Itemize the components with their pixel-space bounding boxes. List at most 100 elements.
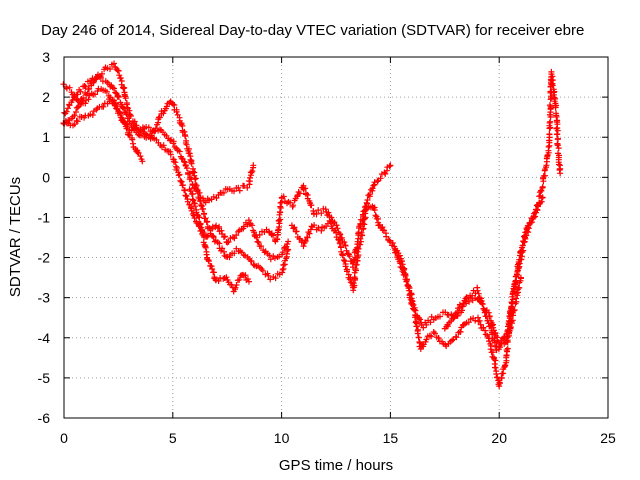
data-point-marker <box>328 214 335 221</box>
data-point-marker <box>63 108 70 115</box>
data-point-marker <box>333 222 340 229</box>
data-point-marker <box>275 217 282 224</box>
data-point-marker <box>308 202 315 209</box>
data-point-marker <box>302 238 309 245</box>
data-point-marker <box>352 275 359 282</box>
data-point-marker <box>122 95 129 102</box>
data-point-marker <box>100 103 107 110</box>
data-point-marker <box>413 323 420 330</box>
data-point-marker <box>188 160 195 167</box>
data-point-marker <box>115 94 122 100</box>
data-point-marker <box>221 233 228 240</box>
data-point-marker <box>290 202 297 209</box>
data-point-marker <box>63 85 70 92</box>
data-point-marker <box>362 207 369 213</box>
data-point-marker <box>249 222 256 229</box>
data-point-marker <box>497 344 503 351</box>
data-point-marker <box>417 316 423 323</box>
data-point-marker <box>504 345 511 352</box>
data-point-marker <box>371 207 378 213</box>
data-point-marker <box>119 104 126 111</box>
data-point-marker <box>414 330 421 337</box>
data-point-marker <box>383 233 390 240</box>
data-point-marker <box>112 89 119 96</box>
data-point-marker <box>74 96 81 103</box>
data-point-marker <box>553 131 560 138</box>
data-point-marker <box>325 209 332 216</box>
data-point-marker <box>189 196 196 203</box>
grid <box>64 57 608 418</box>
data-point-marker <box>344 266 351 273</box>
data-point-marker <box>352 265 359 272</box>
data-point-marker <box>357 235 364 242</box>
data-point-marker <box>480 305 487 312</box>
data-point-marker <box>167 137 173 144</box>
data-point-marker <box>342 263 349 270</box>
data-point-marker <box>337 231 344 238</box>
data-point-marker <box>412 319 419 326</box>
series-track-i <box>441 68 564 354</box>
data-point-marker <box>148 132 155 139</box>
data-point-marker <box>192 176 199 183</box>
data-point-marker <box>231 188 237 195</box>
data-point-marker <box>177 177 184 184</box>
data-point-marker <box>207 227 214 234</box>
x-tick-label: 25 <box>600 430 616 446</box>
data-point-marker <box>397 264 404 270</box>
data-point-marker <box>382 170 389 177</box>
data-point-marker <box>539 183 546 190</box>
chart-title: Day 246 of 2014, Sidereal Day-to-day VTE… <box>41 22 584 39</box>
y-tick-label: 2 <box>42 89 50 105</box>
data-point-marker <box>550 91 557 98</box>
data-point-marker <box>92 91 98 98</box>
data-point-marker <box>160 110 167 117</box>
data-point-marker <box>71 112 78 119</box>
data-point-marker <box>546 119 553 126</box>
data-point-marker <box>117 110 124 117</box>
data-point-marker <box>127 111 134 118</box>
series-track-e <box>186 186 252 295</box>
data-point-marker <box>358 238 364 245</box>
data-point-marker <box>510 291 516 298</box>
x-tick-label: 15 <box>383 430 399 446</box>
y-tick-label: -4 <box>38 330 51 346</box>
data-point-marker <box>167 151 174 158</box>
data-point-marker <box>497 380 503 387</box>
data-point-marker <box>60 81 67 88</box>
data-point-marker <box>107 94 114 101</box>
data-point-marker <box>273 236 280 242</box>
data-point-marker <box>360 225 367 232</box>
data-point-marker <box>432 330 438 337</box>
data-point-marker <box>163 103 170 110</box>
data-point-marker <box>173 108 180 115</box>
data-point-marker <box>97 74 104 81</box>
data-point-marker <box>529 215 536 222</box>
data-point-marker <box>523 228 530 235</box>
data-point-marker <box>202 199 209 206</box>
data-point-marker <box>266 252 273 259</box>
data-point-marker <box>300 243 307 250</box>
data-point-marker <box>241 182 248 189</box>
series-track-c <box>61 74 292 263</box>
data-point-marker <box>545 143 552 150</box>
data-point-marker <box>487 323 494 330</box>
y-tick-label: -2 <box>38 250 51 266</box>
data-point-marker <box>460 300 467 307</box>
data-point-marker <box>275 227 281 234</box>
y-tick-label: -5 <box>38 370 51 386</box>
data-point-marker <box>341 258 348 265</box>
data-point-marker <box>318 227 325 234</box>
data-point-marker <box>170 138 177 145</box>
data-point-marker <box>486 338 492 345</box>
data-point-marker <box>277 216 284 223</box>
data-point-marker <box>202 244 209 251</box>
data-point-marker <box>313 211 320 217</box>
data-point-marker <box>556 161 562 168</box>
data-point-marker <box>392 249 399 256</box>
y-tick-labels: -6 -5 -4 -3 -2 -1 0 1 2 3 <box>38 49 51 426</box>
data-point-marker <box>156 114 163 121</box>
data-point-marker <box>454 309 461 316</box>
data-point-marker <box>233 232 240 239</box>
data-point-marker <box>66 102 73 109</box>
